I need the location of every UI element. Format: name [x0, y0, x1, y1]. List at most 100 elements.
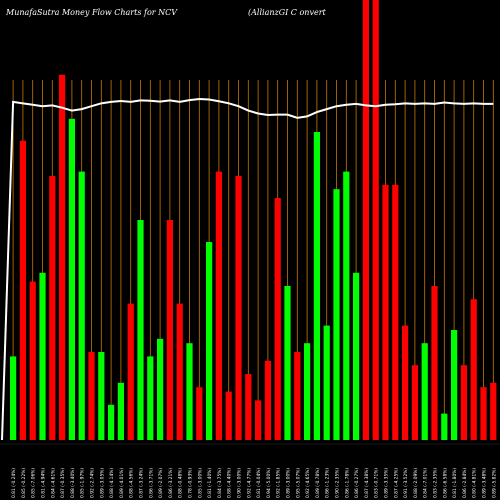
x-tick-label: 0.95 (-5.07%) — [295, 468, 301, 498]
bar-red — [19, 140, 26, 441]
bar-red — [402, 325, 409, 440]
bar-red — [274, 198, 281, 440]
bar-green — [10, 356, 17, 440]
x-tick-label: 0.88 (-4.40%) — [227, 468, 233, 498]
x-tick-label: 0.86 (-1.23%) — [325, 468, 331, 498]
x-tick-label: 0.87 (-4.25%) — [393, 468, 399, 498]
bar-green — [78, 171, 85, 440]
x-tick-label: 0.86 (-3.71%) — [148, 468, 154, 498]
bar-red — [411, 365, 418, 440]
x-tick-label: 0.89 (-3.05%) — [99, 468, 105, 498]
bar-red — [490, 382, 497, 440]
bar-green — [441, 413, 448, 440]
bar-green — [39, 272, 46, 440]
x-tick-label: 0.89 (-0.78%) — [315, 468, 321, 498]
bar-red — [392, 184, 399, 440]
x-tick-label: 0.81 (-1.80%) — [452, 468, 458, 498]
chart-title-left: MunafaSutra Money Flow Charts for NCV — [6, 8, 178, 17]
bar-red — [235, 176, 242, 440]
x-tick-label: 0.81 (-0.24%) — [11, 468, 17, 498]
bar-red — [255, 400, 262, 440]
x-tick-label: 0.85 (-7.06%) — [31, 468, 37, 498]
x-tick-label: 0.87 (-0.35%) — [60, 468, 66, 498]
x-tick-label: 0.83 (-0.71%) — [374, 468, 380, 498]
bar-green — [108, 404, 115, 440]
x-tick-label: 0.89 (-4.01%) — [119, 468, 125, 498]
x-tick-label: 0.81 (-0.04%) — [256, 468, 262, 498]
x-tick-label: 0.89 (-3.35%) — [384, 468, 390, 498]
x-tick-label: 0.84 (-7.01%) — [423, 468, 429, 498]
x-tick-label: 0.86 (-6.58%) — [442, 468, 448, 498]
price-line — [1, 97, 494, 441]
x-tick-label: 0.86 (-0.27%) — [354, 468, 360, 498]
bar-red — [49, 176, 56, 440]
x-tick-label: 0.92 (-1.85%) — [276, 468, 282, 498]
bar-red — [88, 352, 95, 440]
bar-red — [470, 299, 477, 440]
bar-red — [166, 220, 173, 440]
bar-red — [225, 391, 232, 440]
bar-green — [323, 325, 330, 440]
x-tick-label: 0.86 (-3.21%) — [168, 468, 174, 498]
x-tick-label: 0.80 (-4.81%) — [472, 468, 478, 498]
x-tick-label: 0.81 (-4.94%) — [41, 468, 47, 498]
bar-green — [68, 118, 75, 441]
bar-red — [245, 374, 252, 440]
x-tick-label: 0.89 (-2.07%) — [158, 468, 164, 498]
bar-green — [157, 338, 164, 440]
bar-red — [59, 74, 66, 441]
bar-red — [176, 303, 183, 440]
bar-green — [313, 132, 320, 440]
bar-red — [460, 365, 467, 440]
x-tick-label: 0.90 (-3.00%) — [237, 468, 243, 498]
x-tick-label: 0.83 (-2.35%) — [433, 468, 439, 498]
x-tick-label: 0.84 (-4.61%) — [50, 468, 56, 498]
x-tick-label: 0.81 (-1.40%) — [207, 468, 213, 498]
bar-green — [353, 272, 360, 440]
x-tick-label: 0.88 (-4.14%) — [109, 468, 115, 498]
x-tick-label: 0.91 (-3.52%) — [403, 468, 409, 498]
bar-green — [451, 330, 458, 440]
x-tick-label: 0.85 (-1.97%) — [80, 468, 86, 498]
x-tick-label: 0.88 (-4.56%) — [129, 468, 135, 498]
x-tick-label: 0.88 (-2.09%) — [413, 468, 419, 498]
bar-green — [98, 352, 105, 440]
bar-red — [29, 281, 36, 440]
x-tick-label: 0.85 (-3.00%) — [197, 468, 203, 498]
x-tick-label: 0.89 (-3.48%) — [482, 468, 488, 498]
bar-red — [196, 387, 203, 440]
bar-red — [264, 360, 271, 440]
bar-green — [206, 242, 213, 440]
bar-red — [431, 286, 438, 440]
x-tick-label: 0.92 (-2.74%) — [90, 468, 96, 498]
bar-green — [304, 343, 311, 440]
x-tick-label: 0.87 (-4.38%) — [364, 468, 370, 498]
x-tick-label: 0.94 (-5.00%) — [266, 468, 272, 498]
bar-green — [284, 286, 291, 440]
chart-title-right: (AllianzGI C onvert — [248, 8, 326, 17]
bar-green — [421, 343, 428, 440]
bar-green — [333, 189, 340, 440]
bar-red — [372, 0, 379, 440]
x-tick-label: 0.86 (-1.78%) — [344, 468, 350, 498]
x-tick-label: 0.78 (-0.93%) — [188, 468, 194, 498]
bar-green — [147, 356, 154, 440]
x-tick-label: 0.87 (-3.24%) — [139, 468, 145, 498]
x-tick-label: 0.89 (-5.82%) — [491, 468, 497, 498]
bar-red — [480, 387, 487, 440]
bar-red — [362, 0, 369, 440]
x-tick-label: 0.85 (-0.22%) — [21, 468, 27, 498]
x-tick-label: 0.89 (-3.00%) — [286, 468, 292, 498]
bar-red — [294, 352, 301, 440]
x-tick-label: 0.92 (-4.77%) — [246, 468, 252, 498]
bar-green — [186, 343, 193, 440]
bars — [10, 0, 497, 441]
bar-green — [137, 220, 144, 440]
bar-red — [127, 303, 134, 440]
bar-red — [382, 184, 389, 440]
x-tick-label: 0.88 (-3.40%) — [70, 468, 76, 498]
price-line-layer — [1, 97, 494, 441]
x-tick-label: 0.90 (-2.35%) — [335, 468, 341, 498]
x-tick-label: 0.88 (-0.48%) — [178, 468, 184, 498]
